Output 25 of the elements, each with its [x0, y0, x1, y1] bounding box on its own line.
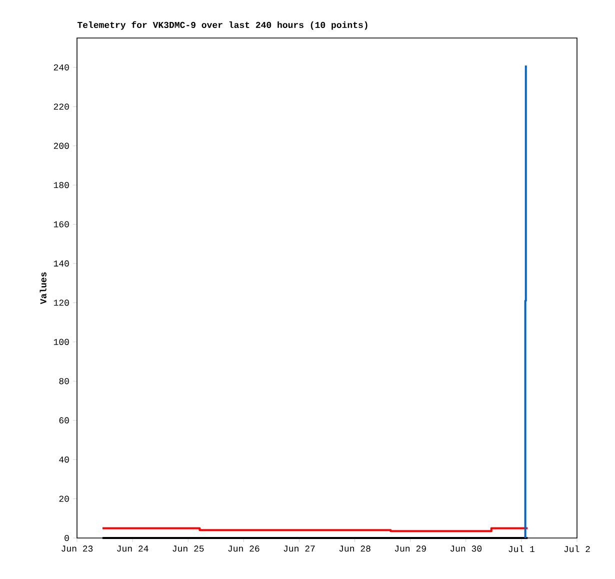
x-tick-label: Jun 28 — [339, 546, 370, 552]
x-tick-label: Jun 30 — [450, 546, 482, 552]
y-tick-label: 140 — [54, 260, 69, 267]
x-tick-label: Jun 26 — [228, 546, 260, 552]
y-tick-label: 220 — [54, 104, 69, 110]
y-tick-label: 80 — [59, 378, 69, 384]
chart-title: Telemetry for VK3DMC-9 over last 240 hours (10 points) — [77, 21, 368, 30]
y-tick-label: 20 — [59, 496, 69, 502]
y-tick-label: 240 — [54, 64, 69, 70]
y-tick-label: 200 — [54, 142, 69, 149]
x-tick-label: Jul 1 — [508, 546, 535, 552]
x-tick-label: Jun 25 — [172, 546, 204, 552]
x-tick-label: Jun 23 — [62, 546, 93, 552]
x-tick-label: Jul 2 — [564, 546, 590, 552]
y-tick-label: 120 — [54, 300, 69, 306]
y-tick-label: 60 — [59, 417, 69, 424]
y-tick-label: 180 — [54, 182, 69, 188]
y-tick-label: 100 — [54, 338, 69, 345]
x-tick-label: Jun 24 — [117, 546, 148, 552]
x-tick-label: Jun 29 — [394, 546, 426, 552]
y-tick-label: 0 — [64, 534, 69, 542]
y-tick-label: 40 — [59, 456, 69, 463]
x-tick-label: Jun 27 — [284, 546, 315, 552]
y-tick-label: 160 — [54, 221, 69, 228]
y-axis-title: Values — [40, 272, 46, 304]
